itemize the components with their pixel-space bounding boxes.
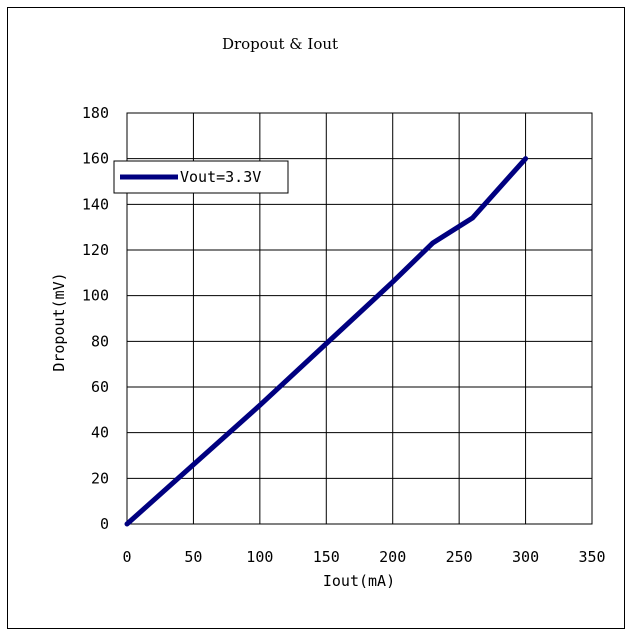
- y-axis-ticks: 0 20 40 60 80 100 120 140 160 180: [82, 104, 109, 533]
- plot-area-border: [126, 112, 593, 525]
- x-tick-label: 0: [122, 548, 131, 566]
- y-tick-label: 100: [82, 287, 109, 305]
- x-tick-label: 300: [512, 548, 539, 566]
- y-tick-label: 140: [82, 195, 109, 213]
- x-axis-ticks: 0 50 100 150 200 250 300 350: [122, 548, 605, 566]
- y-tick-label: 0: [100, 515, 109, 533]
- y-tick-label: 120: [82, 241, 109, 259]
- chart-title: Dropout & Iout: [222, 35, 338, 53]
- y-tick-label: 20: [91, 469, 109, 487]
- y-tick-label: 60: [91, 378, 109, 396]
- x-tick-label: 100: [246, 548, 273, 566]
- y-tick-label: 40: [91, 424, 109, 442]
- legend: Vout=3.3V: [113, 160, 289, 194]
- x-tick-label: 150: [313, 548, 340, 566]
- y-tick-label: 80: [91, 332, 109, 350]
- y-axis-label: Dropout(mV): [50, 272, 68, 371]
- x-tick-label: 200: [379, 548, 406, 566]
- chart-frame: [7, 7, 625, 629]
- y-tick-label: 180: [82, 104, 109, 122]
- x-axis-label: Iout(mA): [323, 572, 395, 590]
- legend-label: Vout=3.3V: [180, 168, 261, 186]
- y-tick-label: 160: [82, 150, 109, 168]
- series-line-vout-3-3v: [124, 156, 529, 527]
- x-tick-label: 350: [578, 548, 605, 566]
- x-tick-label: 250: [446, 548, 473, 566]
- x-tick-label: 50: [184, 548, 202, 566]
